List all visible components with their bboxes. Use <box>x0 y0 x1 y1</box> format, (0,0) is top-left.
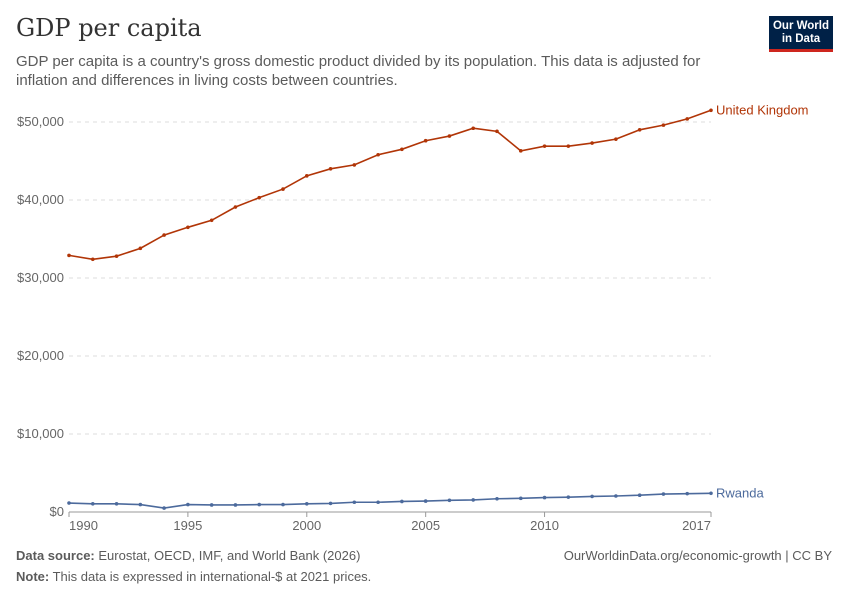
data-point <box>328 167 333 171</box>
data-point <box>328 501 333 506</box>
y-tick-label: $30,000 <box>17 270 64 285</box>
data-point <box>376 152 380 157</box>
source-text: Eurostat, OECD, IMF, and World Bank (202… <box>98 548 361 563</box>
data-point <box>90 502 95 506</box>
x-tick-label: 1990 <box>69 518 98 533</box>
data-point <box>447 134 452 138</box>
data-point <box>67 501 71 505</box>
series-line-united-kingdom <box>68 109 712 261</box>
x-tick-label: 2000 <box>292 518 321 533</box>
data-point <box>138 246 143 251</box>
data-point <box>542 495 547 500</box>
line-chart: $0 $10,000 $20,000 $30,000 $40,000 $50,000 199… <box>17 102 809 533</box>
data-point <box>495 496 499 501</box>
data-source: Data source: Eurostat, OECD, IMF, and Wo… <box>16 548 360 563</box>
data-point <box>376 500 380 505</box>
series-line-rwanda <box>68 492 712 509</box>
y-tick-label: $40,000 <box>17 192 64 207</box>
chart-title: GDP per capita <box>16 14 202 42</box>
data-point <box>209 503 214 507</box>
data-point <box>352 500 357 505</box>
data-point <box>90 257 95 262</box>
data-point <box>209 218 214 223</box>
data-point <box>281 502 285 507</box>
data-point <box>162 506 166 510</box>
y-tick-label: $50,000 <box>17 114 64 129</box>
data-point <box>685 117 690 121</box>
data-point <box>304 174 309 178</box>
chart-subtitle: GDP per capita is a country's gross dome… <box>16 53 701 89</box>
source-url[interactable]: OurWorldinData.org/economic-growth | CC … <box>563 548 832 563</box>
note-text: This data is expressed in international-… <box>52 569 372 584</box>
data-point <box>352 163 357 167</box>
data-point <box>471 498 476 502</box>
data-point <box>637 128 642 132</box>
data-point <box>233 205 238 209</box>
data-point <box>709 108 713 113</box>
data-point <box>138 502 143 507</box>
x-tick-label: 2017 <box>682 518 711 533</box>
data-point <box>637 493 642 498</box>
data-point <box>542 144 547 148</box>
x-tick-label: 1995 <box>173 518 202 533</box>
data-point <box>471 126 476 131</box>
data-point <box>447 498 452 503</box>
x-tick-label: 2010 <box>530 518 559 533</box>
data-point <box>114 254 119 258</box>
series-label: Rwanda <box>716 485 764 500</box>
data-point <box>518 496 523 501</box>
data-point <box>709 491 713 496</box>
x-tick-label: 2005 <box>411 518 440 533</box>
data-point <box>566 495 571 499</box>
y-tick-label: $20,000 <box>17 348 64 363</box>
data-point <box>257 502 262 507</box>
data-point <box>186 502 190 507</box>
data-point <box>685 491 690 496</box>
data-point <box>233 503 238 507</box>
data-point <box>186 225 190 230</box>
data-point <box>614 494 618 498</box>
series-label: United Kingdom <box>716 102 809 117</box>
data-point <box>661 123 666 127</box>
note-label: Note: <box>16 569 50 584</box>
data-point <box>590 141 594 145</box>
source-label: Data source: <box>16 548 95 563</box>
data-point <box>400 499 404 504</box>
data-point <box>423 138 428 143</box>
note: Note: This data is expressed in internat… <box>16 569 371 584</box>
data-point <box>661 492 666 496</box>
data-point <box>67 253 71 258</box>
data-point <box>304 502 309 506</box>
data-point <box>518 149 523 153</box>
data-point <box>257 195 262 200</box>
data-point <box>614 137 618 141</box>
y-tick-label: $10,000 <box>17 426 64 441</box>
y-tick-label: $0 <box>50 504 64 519</box>
data-point <box>566 144 571 148</box>
data-point <box>400 147 404 152</box>
data-point <box>590 494 594 499</box>
data-point <box>423 499 428 503</box>
data-point <box>162 233 166 237</box>
data-point <box>281 187 285 191</box>
owid-logo[interactable]: Our World in Data <box>769 16 833 52</box>
data-point <box>114 502 119 506</box>
data-point <box>495 129 499 134</box>
